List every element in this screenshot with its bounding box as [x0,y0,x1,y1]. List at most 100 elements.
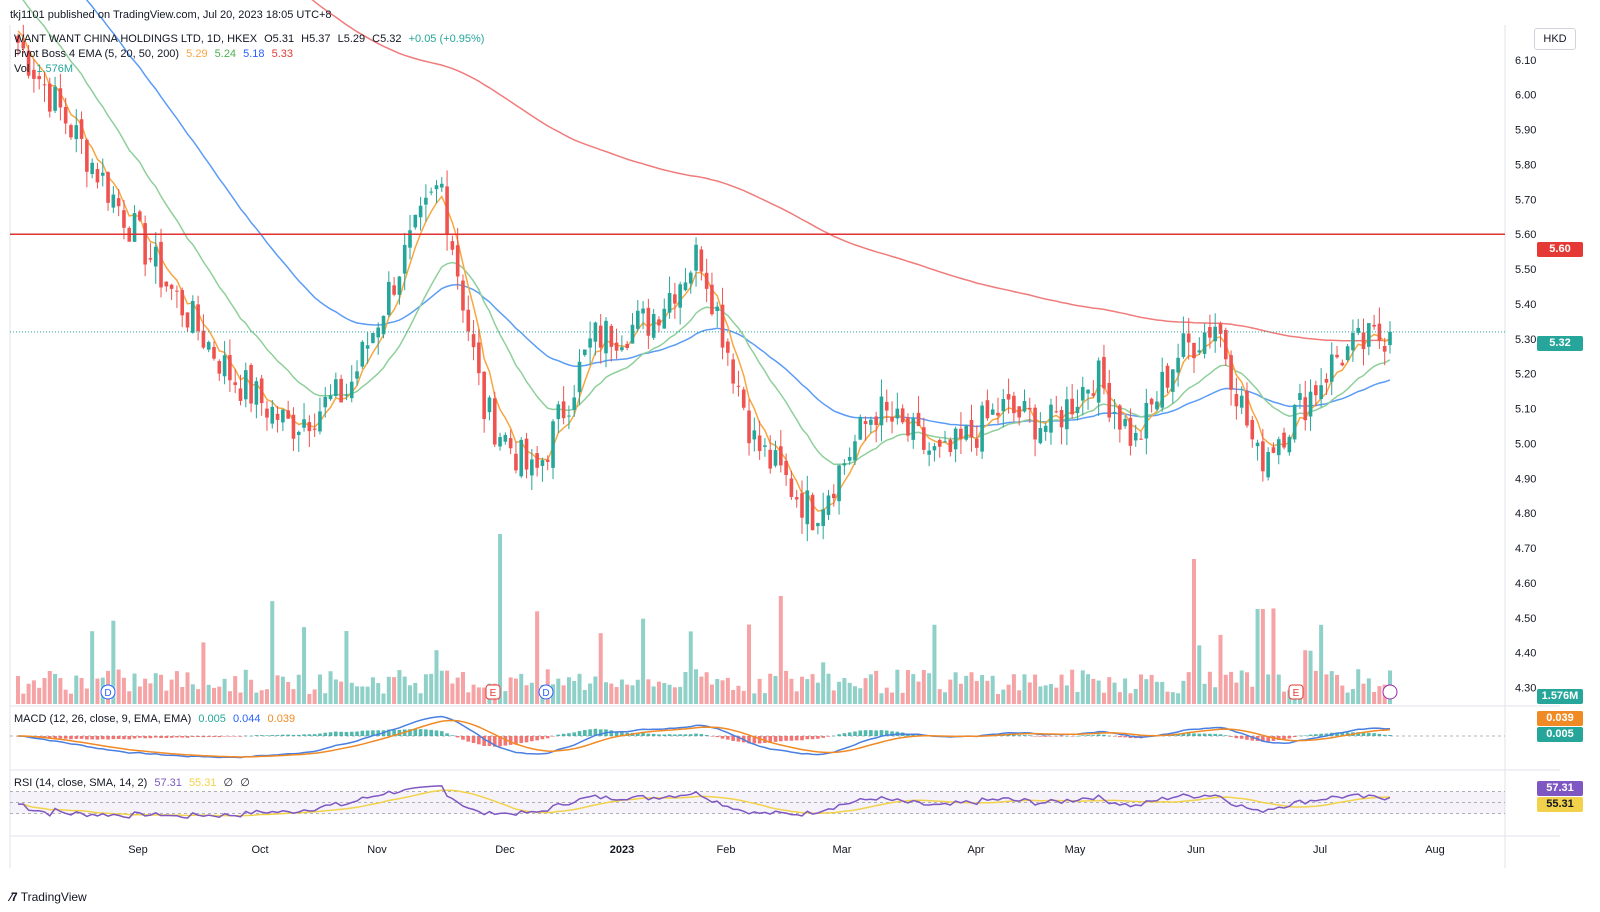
volume-bar [153,673,158,704]
candle-body [371,332,375,344]
candle-body [201,330,206,348]
macd-legend[interactable]: MACD (12, 26, close, 9, EMA, EMA) 0.005 … [14,712,295,726]
macd-histogram-bar [212,736,216,737]
volume-bar [852,686,857,704]
volume-bar [1048,684,1053,704]
volume-bar [656,681,661,704]
candlesticks [16,24,1392,542]
candle-body [678,284,682,308]
event-marker-label: E [490,688,497,699]
change-value: +0.05 (+0.95%) [408,33,485,45]
volume-bar [561,685,566,704]
macd-histogram-bar [853,731,857,736]
volume-bar [1372,691,1377,704]
candle-body [630,324,635,344]
candle-body [990,409,995,415]
macd-histogram-bar [519,736,524,743]
volume-bar [662,682,667,704]
macd-histogram-bar [196,736,200,737]
macd-histogram-bar [794,736,799,741]
volume-bar [498,534,503,704]
macd-histogram-bar [524,736,529,743]
macd-histogram-bar [1075,735,1080,737]
volume-bar [445,670,450,704]
candle-body [604,320,608,354]
volume-legend[interactable]: Vol 1.576M [14,62,73,76]
footer-brand[interactable]: ⁄7 TradingView [10,890,87,904]
volume-bar [1319,624,1324,704]
volume-bar [206,684,211,704]
macd-histogram-bar [784,736,788,741]
volume-bar [768,673,773,704]
price-axis: 6.10 6.00 5.90 5.80 5.70 5.60 5.50 5.40 5.30 5.20… [1515,55,1536,695]
volume-bar [1303,650,1308,704]
macd-histogram-bar [349,731,354,736]
volume-bar [227,691,232,704]
rsi-value: 57.31 [154,777,182,789]
candle-body [355,371,359,379]
macd-histogram-bar [53,736,57,739]
candle-body [26,50,31,76]
volume-bar [826,673,831,704]
macd-histogram-bar [360,730,365,736]
volume-bar [423,674,428,704]
macd-histogram-bar [159,736,163,738]
macd-histogram-bar [916,734,921,736]
event-marker-label: E [1293,688,1300,699]
macd-histogram-bar [710,736,714,737]
macd-histogram-bar [63,736,68,739]
candle-body [1245,391,1249,426]
candle-body [779,446,783,466]
macd-histogram-bar [1361,732,1366,736]
rsi-legend[interactable]: RSI (14, close, SMA, 14, 2) 57.31 55.31 … [14,776,250,790]
candle-body [710,284,714,315]
volume-bar [667,684,672,704]
volume-bar [418,693,423,704]
volume-bar [678,686,683,704]
candle-body [238,388,243,401]
candle-body [1361,332,1366,350]
ema-200-line [311,0,1391,342]
candle-body [948,439,953,452]
volume-bar [212,687,216,704]
volume-bar [529,682,534,704]
volume-bar [635,679,640,704]
macd-histogram-bar [487,736,492,746]
volume-bar [943,692,948,704]
y-tick-label: 5.80 [1515,159,1536,171]
macd-histogram-bar [164,736,169,738]
macd-histogram-bar [667,734,672,736]
volume-bar [1107,677,1112,704]
volume-bar [1350,689,1355,704]
volume-bar [180,686,185,704]
volume-bar [858,688,863,704]
ema-legend[interactable]: Pivot Boss 4 EMA (5, 20, 50, 200) 5.29 5… [14,47,293,61]
macd-histogram-bar [1059,736,1064,737]
candle-body [561,401,566,419]
volume-bar [800,676,804,704]
volume-bar [1059,674,1064,704]
currency-selector[interactable]: HKD [1534,28,1576,50]
candle-body [1340,362,1345,366]
candle-body [1282,432,1286,448]
candle-body [424,197,428,205]
candle-body [1303,397,1308,421]
macd-histogram-bar [1239,736,1244,739]
volume-bar [842,678,847,704]
volume-bar [1308,650,1313,704]
symbol-title[interactable]: WANT WANT CHINA HOLDINGS LTD, 1D, HKEX [14,33,258,45]
macd-signal-label: 0.039 [1537,711,1583,726]
y-tick-label: 5.70 [1515,194,1536,206]
volume-bar [577,673,582,704]
macd-histogram-bar [180,736,185,738]
candle-body [726,341,730,353]
volume-bar [651,686,656,704]
rsi-pane [10,785,1505,819]
volume-bar [1345,692,1350,704]
candle-body [922,427,926,450]
volume-bar [715,679,720,704]
candle-body [508,438,513,449]
candle-body [376,327,381,338]
macd-histogram-bar [651,733,656,736]
